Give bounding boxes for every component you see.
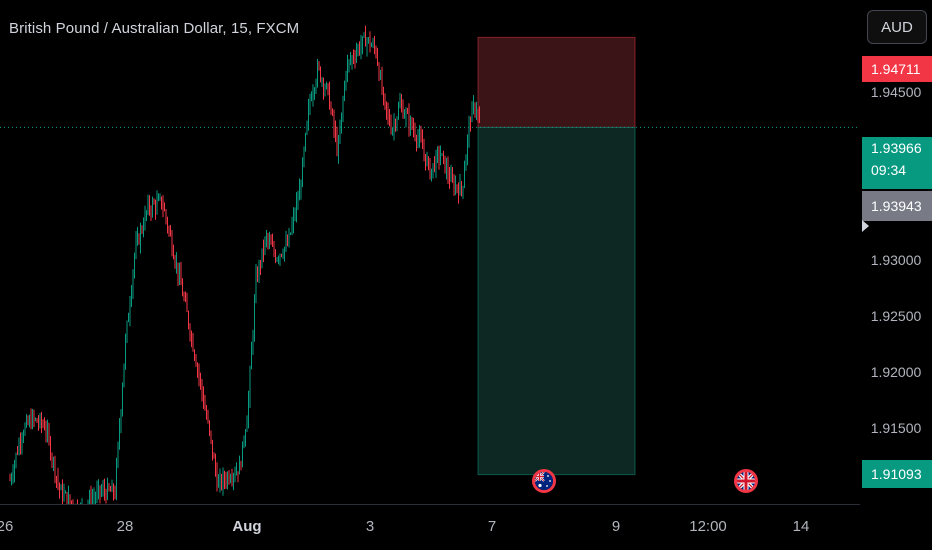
currency-button[interactable]: AUD bbox=[867, 10, 927, 44]
time-label: 14 bbox=[792, 518, 810, 535]
take-profit-price-label: 1.91093 bbox=[862, 460, 932, 488]
uk-flag-icon[interactable] bbox=[734, 469, 758, 493]
price-tick: 1.93000 bbox=[870, 252, 922, 268]
stop-loss-zone[interactable] bbox=[477, 36, 636, 128]
australia-flag-icon[interactable] bbox=[532, 469, 556, 493]
bar-countdown: 09:34 bbox=[871, 162, 907, 178]
time-label: 7 bbox=[487, 518, 497, 535]
time-label: 12:00 bbox=[689, 518, 727, 535]
price-tick: 1.94500 bbox=[870, 84, 922, 100]
price-marker-icon bbox=[862, 220, 869, 232]
bid-price-label: 1.93943 bbox=[862, 191, 932, 221]
time-axis-line bbox=[0, 504, 860, 505]
last-price-label: 1.93966 09:34 bbox=[862, 137, 932, 189]
price-axis[interactable]: 1.94500 1.93000 1.92500 1.92000 1.91500 bbox=[860, 0, 932, 550]
time-label: 9 bbox=[611, 518, 621, 535]
chart-area[interactable] bbox=[0, 0, 860, 504]
time-label: 3 bbox=[365, 518, 375, 535]
price-tick: 1.92500 bbox=[870, 308, 922, 324]
candlestick-chart[interactable] bbox=[0, 0, 860, 504]
time-label: 28 bbox=[116, 518, 134, 535]
take-profit-zone[interactable] bbox=[477, 126, 636, 476]
time-label: 26 bbox=[0, 518, 14, 535]
stop-loss-price-label: 1.94711 bbox=[862, 56, 932, 82]
price-tick: 1.92000 bbox=[870, 364, 922, 380]
last-price-value: 1.93966 bbox=[871, 140, 922, 156]
symbol-title[interactable]: British Pound / Australian Dollar, 15, F… bbox=[9, 20, 300, 37]
time-label: Aug bbox=[232, 518, 262, 535]
price-tick: 1.91500 bbox=[870, 420, 922, 436]
